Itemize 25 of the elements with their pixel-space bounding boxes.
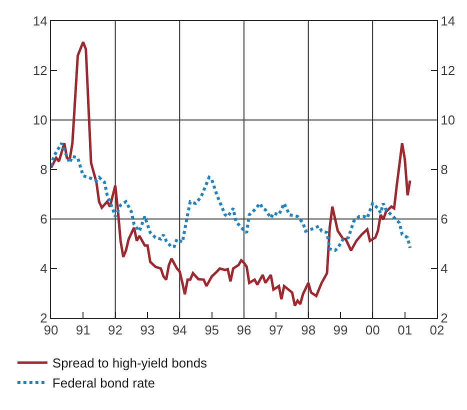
y-tick-label: 10 xyxy=(32,112,48,128)
y-tick-label: 4 xyxy=(40,261,48,276)
y-tick-label: 12 xyxy=(32,63,48,78)
y2-tick-label: 14 xyxy=(440,14,456,29)
y-tick-label: 14 xyxy=(32,14,48,29)
y2-tick-label: 12 xyxy=(440,63,456,78)
y2-tick-label: 8 xyxy=(440,162,448,178)
x-tick-label: 97 xyxy=(268,322,284,338)
x-tick-label: 95 xyxy=(204,322,220,338)
x-tick-label: 93 xyxy=(140,322,155,338)
y2-tick-label: 6 xyxy=(440,212,448,227)
x-tick-label: 94 xyxy=(172,322,187,338)
x-tick-label: 01 xyxy=(398,322,412,338)
legend-label: Spread to high-yield bonds xyxy=(52,356,208,371)
y2-tick-label: 10 xyxy=(440,112,456,128)
y-tick-label: 8 xyxy=(40,162,48,178)
x-tick-label: 98 xyxy=(301,322,316,338)
y2-tick-label: 4 xyxy=(440,261,448,276)
x-tick-label: 91 xyxy=(76,322,90,338)
y-tick-label: 6 xyxy=(40,212,48,227)
x-tick-label: 96 xyxy=(236,322,252,338)
x-tick-label: 00 xyxy=(365,322,380,338)
legend-label: Federal bond rate xyxy=(52,376,156,391)
x-tick-label: 92 xyxy=(108,322,123,338)
x-tick-label: 99 xyxy=(333,322,348,338)
